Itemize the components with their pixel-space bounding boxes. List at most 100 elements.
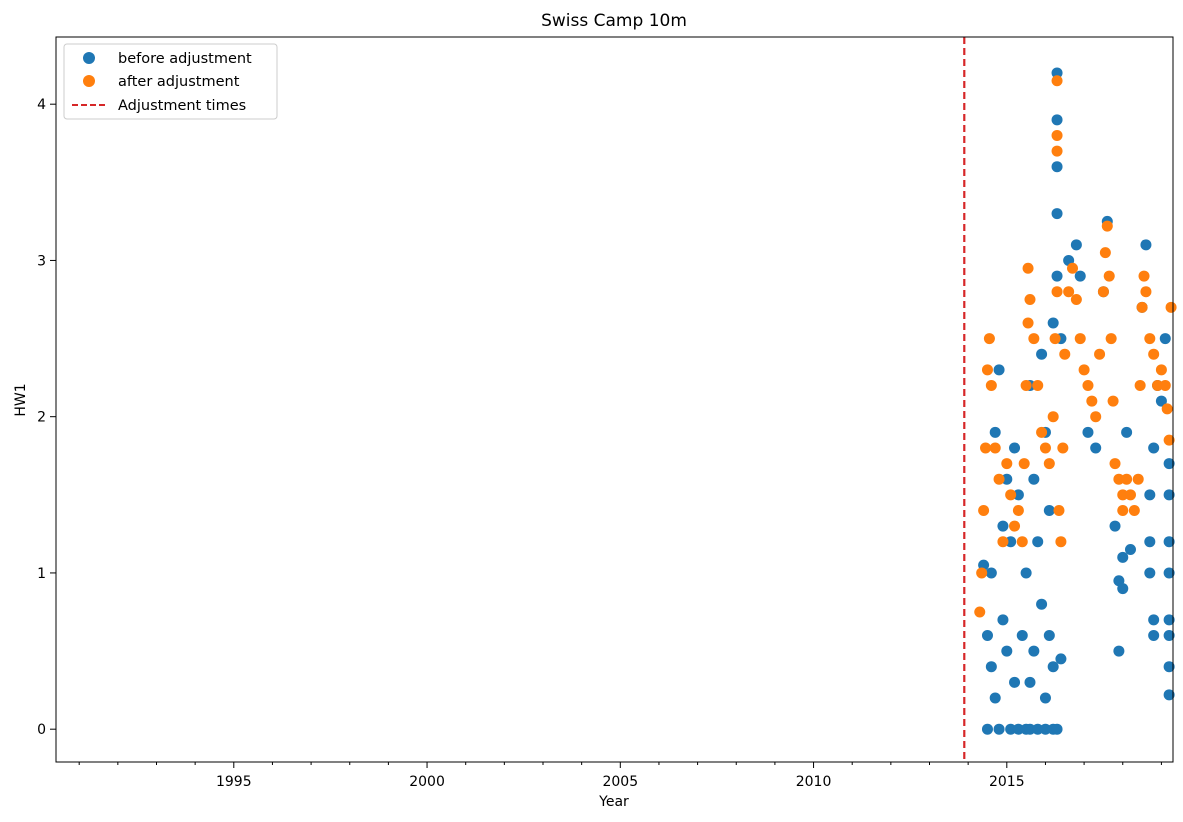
data-point: [1024, 294, 1036, 305]
data-point: [1144, 536, 1156, 548]
data-point: [1043, 629, 1055, 641]
data-point: [1152, 379, 1164, 391]
data-point: [997, 536, 1009, 548]
data-point: [1047, 317, 1059, 329]
y-tick-label: 0: [37, 722, 46, 738]
data-point: [1163, 629, 1175, 641]
data-point: [1009, 520, 1021, 532]
data-point: [1070, 294, 1082, 305]
data-point: [1012, 723, 1024, 735]
data-point: [1134, 379, 1146, 391]
data-point: [1051, 723, 1063, 735]
legend-marker-after: [83, 75, 95, 87]
x-tick-label: 2000: [409, 774, 445, 790]
data-point: [1136, 301, 1148, 313]
data-point: [1090, 442, 1102, 454]
data-point: [983, 333, 995, 345]
data-point: [1163, 536, 1175, 548]
data-point: [1055, 536, 1067, 548]
data-point: [1148, 348, 1160, 360]
data-point: [1163, 489, 1175, 501]
data-point: [981, 364, 993, 376]
data-point: [1163, 434, 1175, 446]
data-point: [1051, 75, 1063, 87]
data-point: [1109, 520, 1121, 532]
data-point: [974, 606, 986, 618]
data-point: [1012, 489, 1024, 501]
data-point: [1016, 536, 1028, 548]
data-point: [1163, 458, 1175, 470]
data-point: [1043, 504, 1055, 516]
data-point: [1094, 348, 1106, 360]
data-point: [1022, 317, 1034, 329]
data-point: [1067, 262, 1079, 274]
data-point: [1163, 689, 1175, 701]
data-point: [1028, 333, 1040, 345]
data-point: [1018, 458, 1030, 470]
data-point: [1070, 239, 1082, 251]
data-point: [1001, 458, 1013, 470]
data-point: [1121, 426, 1133, 438]
data-point: [1043, 458, 1055, 470]
data-point: [1117, 504, 1129, 516]
data-point: [1165, 301, 1177, 313]
data-point: [1028, 645, 1040, 657]
data-point: [1036, 598, 1048, 610]
data-point: [1138, 270, 1150, 282]
data-point: [1113, 645, 1125, 657]
data-point: [1005, 723, 1017, 735]
data-point: [1074, 270, 1086, 282]
data-point: [1113, 473, 1125, 485]
data-point: [1090, 411, 1102, 423]
data-point: [1051, 208, 1063, 220]
data-point: [1159, 379, 1171, 391]
data-point: [1028, 473, 1040, 485]
data-point: [1144, 567, 1156, 579]
data-point: [1105, 333, 1117, 345]
data-point: [1159, 333, 1171, 345]
data-point: [1148, 442, 1160, 454]
data-point: [1099, 247, 1111, 259]
data-point: [1005, 489, 1017, 501]
data-point: [993, 364, 1005, 376]
data-point: [1163, 614, 1175, 626]
legend-label-adjustment: Adjustment times: [118, 98, 246, 114]
y-tick-label: 3: [37, 253, 46, 269]
data-point: [993, 723, 1005, 735]
data-point: [1039, 692, 1051, 704]
data-point: [1109, 458, 1121, 470]
data-point: [985, 661, 997, 673]
data-point: [1063, 286, 1075, 298]
data-point: [1053, 504, 1065, 516]
data-point: [1047, 661, 1059, 673]
data-point: [1012, 504, 1024, 516]
data-point: [1161, 403, 1173, 415]
data-point: [1051, 286, 1063, 298]
data-point: [1001, 473, 1013, 485]
chart-title: Swiss Camp 10m: [541, 11, 687, 31]
x-axis-title: Year: [598, 794, 629, 810]
series-before-adjustment: [978, 67, 1175, 735]
data-point: [1124, 544, 1136, 555]
data-point: [1009, 442, 1021, 454]
data-point: [1148, 629, 1160, 641]
data-point: [1097, 286, 1109, 298]
legend-label-before: before adjustment: [118, 51, 252, 67]
data-point: [1020, 567, 1032, 579]
data-point: [1124, 489, 1136, 501]
legend: before adjustment after adjustment Adjus…: [63, 43, 278, 120]
data-point: [1051, 67, 1063, 79]
data-point: [1163, 661, 1175, 673]
legend-marker-before: [83, 52, 95, 64]
data-point: [1117, 583, 1129, 595]
data-point: [1140, 239, 1152, 251]
data-point: [1082, 426, 1094, 438]
y-axis: 0 1 2 3 4: [37, 97, 56, 738]
data-point: [1059, 348, 1071, 360]
data-point: [1049, 333, 1061, 345]
data-point: [1140, 286, 1152, 298]
data-point: [1128, 504, 1140, 516]
data-point: [1047, 411, 1059, 423]
data-point: [1055, 653, 1067, 665]
